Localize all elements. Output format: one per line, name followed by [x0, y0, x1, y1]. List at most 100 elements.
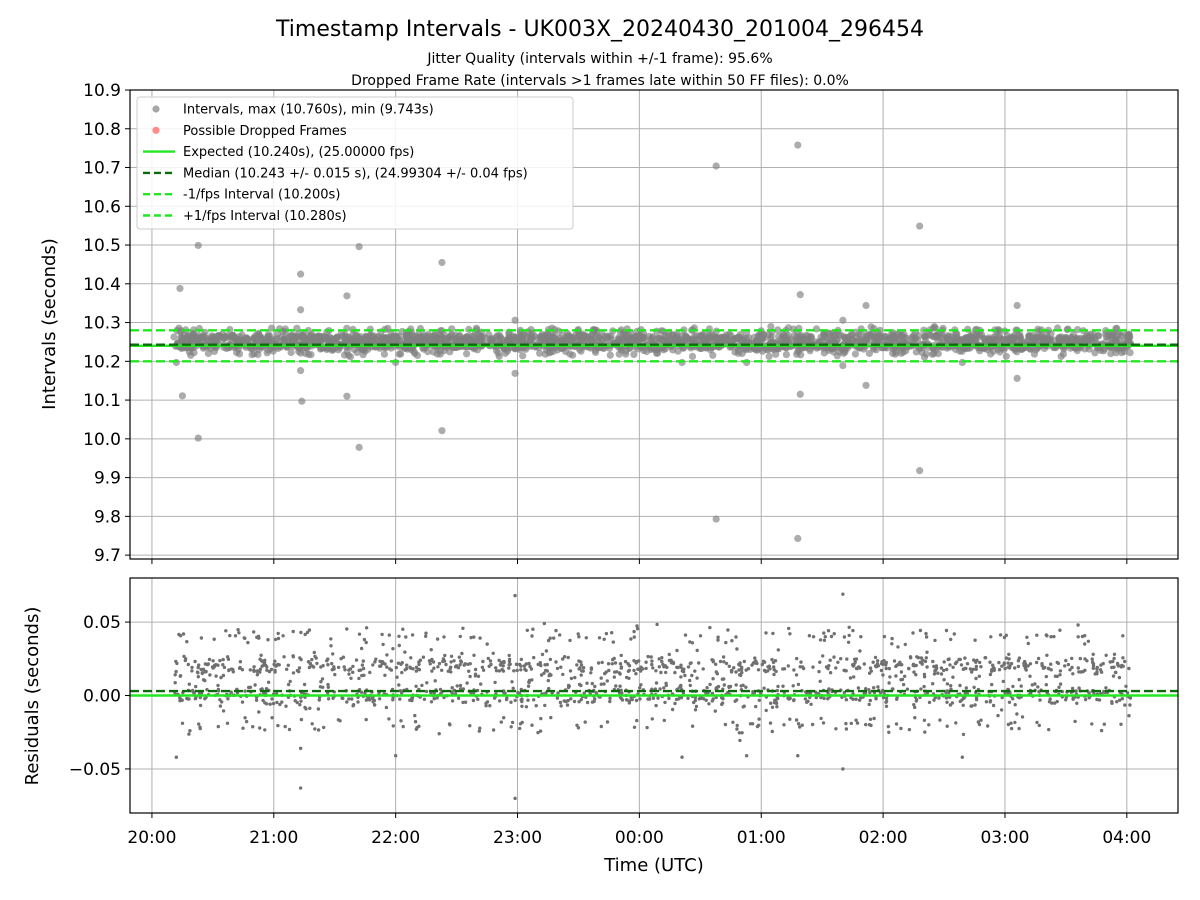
residual-point [927, 700, 932, 705]
residual-point [662, 686, 666, 690]
residual-point [1037, 723, 1042, 728]
residual-point [502, 716, 506, 720]
residual-point [727, 685, 731, 690]
residual-point [573, 675, 577, 680]
residual-outlier-point [960, 755, 965, 759]
residual-point [695, 648, 699, 653]
residual-point [673, 701, 677, 706]
residual-point [321, 664, 325, 668]
interval-point [170, 333, 178, 341]
residual-point [818, 679, 822, 683]
interval-outlier-point [298, 397, 306, 405]
residual-point [607, 668, 611, 673]
residual-point [922, 684, 926, 689]
residual-point [552, 636, 556, 640]
residual-point [417, 662, 421, 667]
residual-point [354, 658, 359, 662]
residual-point [1086, 639, 1091, 643]
residual-point [996, 713, 1000, 718]
residual-point [518, 662, 522, 667]
residual-point [899, 726, 903, 731]
residual-point [252, 668, 256, 672]
residual-point [387, 633, 391, 637]
residual-point [565, 703, 570, 707]
residual-point [585, 700, 590, 705]
residual-point [212, 664, 217, 669]
residual-point [193, 659, 197, 664]
residual-point [525, 628, 529, 632]
residual-point [1007, 657, 1011, 661]
residual-point [1095, 697, 1099, 702]
residual-point [526, 684, 531, 688]
interval-point [767, 333, 775, 341]
residual-point [440, 668, 444, 672]
residual-point [1006, 661, 1010, 665]
residual-point [738, 738, 742, 743]
residual-point [237, 631, 241, 635]
residual-point [1022, 663, 1026, 668]
residual-point [326, 697, 331, 701]
residual-point [858, 666, 862, 670]
residual-point [216, 683, 220, 688]
residual-point [1071, 672, 1075, 676]
residual-point [396, 661, 401, 665]
residual-point [453, 665, 458, 669]
residual-point [326, 682, 330, 687]
residual-point [238, 660, 243, 664]
residual-point [775, 705, 779, 709]
residual-point [566, 698, 570, 703]
residual-point [734, 683, 738, 687]
residual-point [959, 663, 964, 667]
residual-point [342, 665, 346, 669]
residual-point [1070, 665, 1074, 670]
residual-point [715, 685, 719, 690]
residual-point [770, 657, 774, 662]
residual-point [912, 670, 916, 674]
interval-point [200, 332, 208, 340]
residual-point [733, 699, 737, 703]
residual-point [907, 666, 911, 671]
residual-point [782, 723, 786, 727]
residual-point [577, 667, 581, 671]
residual-point [599, 724, 603, 729]
residual-point [832, 632, 836, 636]
interval-outlier-point [355, 443, 363, 451]
residual-point [872, 716, 876, 721]
residual-point [776, 648, 780, 652]
residual-point [199, 667, 203, 672]
residual-point [724, 661, 729, 666]
residual-point [635, 624, 639, 628]
residual-point [254, 698, 259, 702]
interval-point [1002, 352, 1010, 360]
interval-point [1064, 325, 1072, 333]
residual-point [938, 718, 942, 722]
residual-point [655, 622, 659, 627]
residual-point [810, 722, 815, 727]
residual-point [753, 656, 757, 660]
residual-point [559, 665, 563, 669]
residual-point [853, 660, 857, 664]
residual-point [530, 678, 534, 682]
residual-point [798, 665, 802, 669]
residual-point [546, 678, 550, 683]
residual-point [632, 659, 636, 663]
interval-point [728, 337, 736, 345]
residual-point [345, 700, 349, 704]
residual-point [751, 690, 755, 694]
interval-outlier-point [176, 284, 184, 293]
residual-point [846, 640, 851, 644]
interval-point [852, 334, 860, 342]
x-tick-label: 20:00 [127, 828, 176, 848]
residual-point [868, 698, 872, 703]
residual-point [326, 657, 330, 661]
residual-point [679, 675, 683, 679]
residual-point [822, 638, 827, 642]
interval-point [1118, 349, 1126, 357]
chart-subtitle-jitter: Jitter Quality (intervals within +/-1 fr… [426, 51, 772, 67]
residual-point [651, 666, 655, 670]
residual-point [233, 634, 238, 638]
residual-point [710, 658, 714, 662]
residual-point [1077, 670, 1081, 674]
residual-point [494, 669, 499, 673]
